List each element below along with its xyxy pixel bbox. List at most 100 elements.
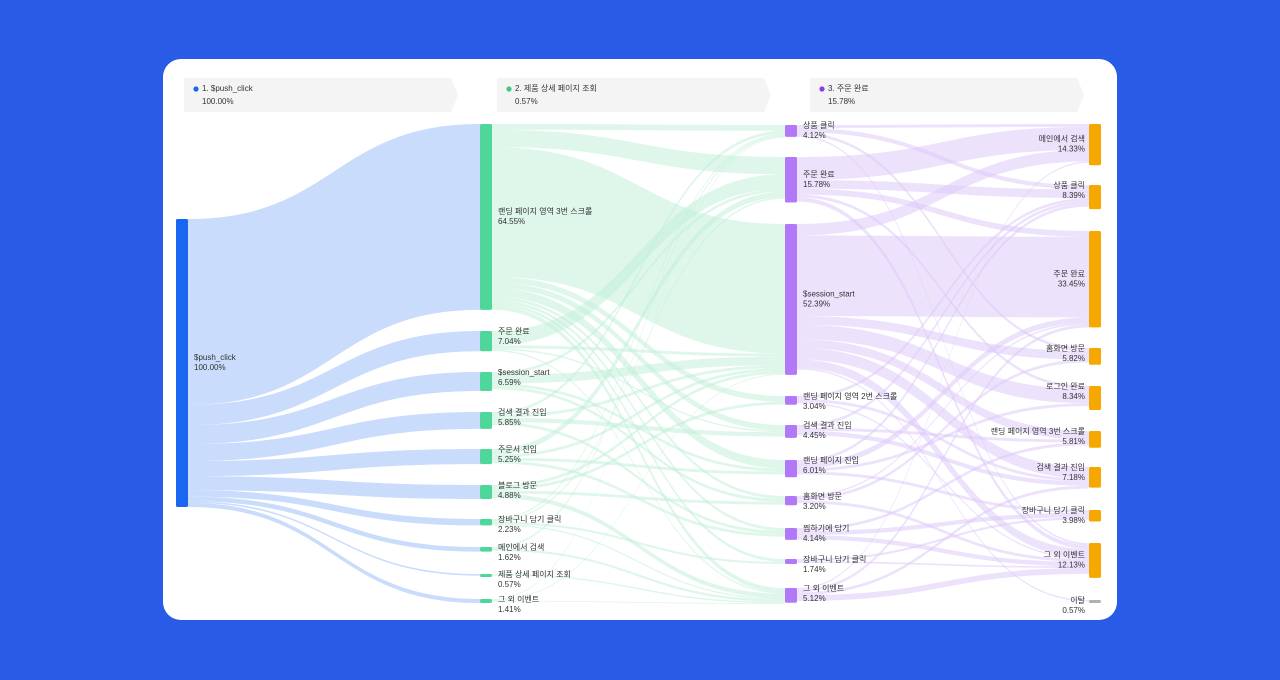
flow	[492, 401, 785, 491]
node	[480, 372, 492, 391]
node-value: 14.33%	[1058, 145, 1085, 154]
flow	[188, 124, 480, 405]
step-header	[184, 78, 458, 112]
node	[1089, 600, 1101, 603]
node-value: 4.45%	[803, 431, 826, 440]
flow	[492, 302, 785, 562]
flow	[492, 365, 785, 418]
flow	[797, 149, 1089, 236]
node-label: 찜하기에 담기	[803, 523, 849, 533]
step-value: 100.00%	[202, 97, 234, 106]
flow	[492, 299, 785, 531]
node-value: 5.82%	[1062, 354, 1085, 363]
node	[785, 460, 797, 478]
flow	[188, 496, 480, 552]
flow	[492, 521, 785, 564]
flow	[188, 331, 480, 426]
step-header	[497, 78, 771, 112]
flow	[797, 124, 1089, 128]
node-label: 장바구니 담기 클릭	[498, 514, 561, 524]
flow	[492, 523, 785, 600]
node-label: 주문 완료	[498, 327, 530, 336]
node	[480, 519, 492, 526]
node	[480, 124, 492, 310]
node	[1089, 124, 1101, 166]
flow	[797, 235, 1089, 318]
flow	[188, 449, 480, 477]
node	[1089, 231, 1101, 328]
flow	[797, 568, 1089, 601]
node	[785, 496, 797, 506]
node-label: 랜딩 페이지 진입	[803, 455, 859, 465]
flow	[492, 282, 785, 431]
flow	[492, 305, 785, 593]
flow	[188, 490, 480, 526]
flow	[492, 135, 785, 549]
node	[785, 224, 797, 375]
node-value: 2.23%	[498, 525, 521, 534]
flow	[797, 442, 1089, 531]
flow	[492, 600, 785, 605]
flow	[492, 370, 785, 488]
flow	[188, 476, 480, 500]
node-value: 6.59%	[498, 378, 521, 387]
node	[785, 396, 797, 405]
flow	[797, 323, 1089, 498]
node-label: 랜딩 페이지 영역 3번 스크롤	[991, 426, 1085, 436]
flow	[797, 403, 1089, 472]
step-label: 3. 주문 완료	[828, 84, 869, 93]
node	[480, 331, 492, 352]
node	[480, 449, 492, 465]
flow	[797, 471, 1089, 513]
flow	[797, 485, 1089, 596]
flow	[797, 535, 1089, 567]
node-label: 그 외 이벤트	[1044, 550, 1085, 560]
flow	[797, 398, 1089, 482]
flow	[492, 188, 785, 375]
node-value: 3.20%	[803, 502, 826, 511]
flow	[492, 174, 785, 346]
flow	[492, 191, 785, 455]
node-label: 검색 결과 진입	[498, 407, 547, 417]
flow	[492, 147, 785, 354]
node-value: 5.25%	[498, 455, 521, 464]
node-label: 블로그 방문	[498, 480, 537, 490]
node-label: 장바구니 담기 클릭	[803, 554, 866, 564]
node	[480, 547, 492, 552]
node	[1089, 467, 1101, 488]
node-label: 주문 완료	[803, 170, 835, 179]
flow	[797, 347, 1089, 479]
node-value: 5.81%	[1062, 437, 1085, 446]
node-value: 6.01%	[803, 466, 826, 475]
node	[480, 412, 492, 429]
step-dot	[819, 86, 825, 92]
node	[480, 599, 492, 604]
flow	[797, 512, 1089, 536]
node	[480, 485, 492, 500]
node-label: 검색 결과 진입	[803, 420, 852, 430]
node-value: 3.98%	[1062, 516, 1085, 525]
step-dot	[193, 86, 199, 92]
node-value: 1.41%	[498, 605, 521, 614]
flow	[797, 324, 1089, 593]
node-label: 로그인 완료	[1046, 381, 1085, 391]
flow	[797, 126, 1089, 181]
node	[1089, 431, 1101, 448]
node-value: 15.78%	[803, 180, 830, 189]
node-label: 메인에서 검색	[498, 542, 544, 552]
node-label: 주문서 진입	[498, 444, 537, 454]
flow	[188, 502, 480, 604]
node-label: 그 외 이벤트	[803, 583, 844, 593]
flow	[188, 372, 480, 445]
links	[188, 124, 1089, 605]
flow	[492, 457, 785, 475]
node	[1089, 185, 1101, 210]
node	[785, 588, 797, 603]
flow	[797, 401, 1089, 560]
step-label: 1. $push_click	[202, 84, 254, 93]
node-value: 5.85%	[498, 418, 521, 427]
flow	[492, 136, 785, 600]
node-value: 12.13%	[1058, 561, 1085, 570]
